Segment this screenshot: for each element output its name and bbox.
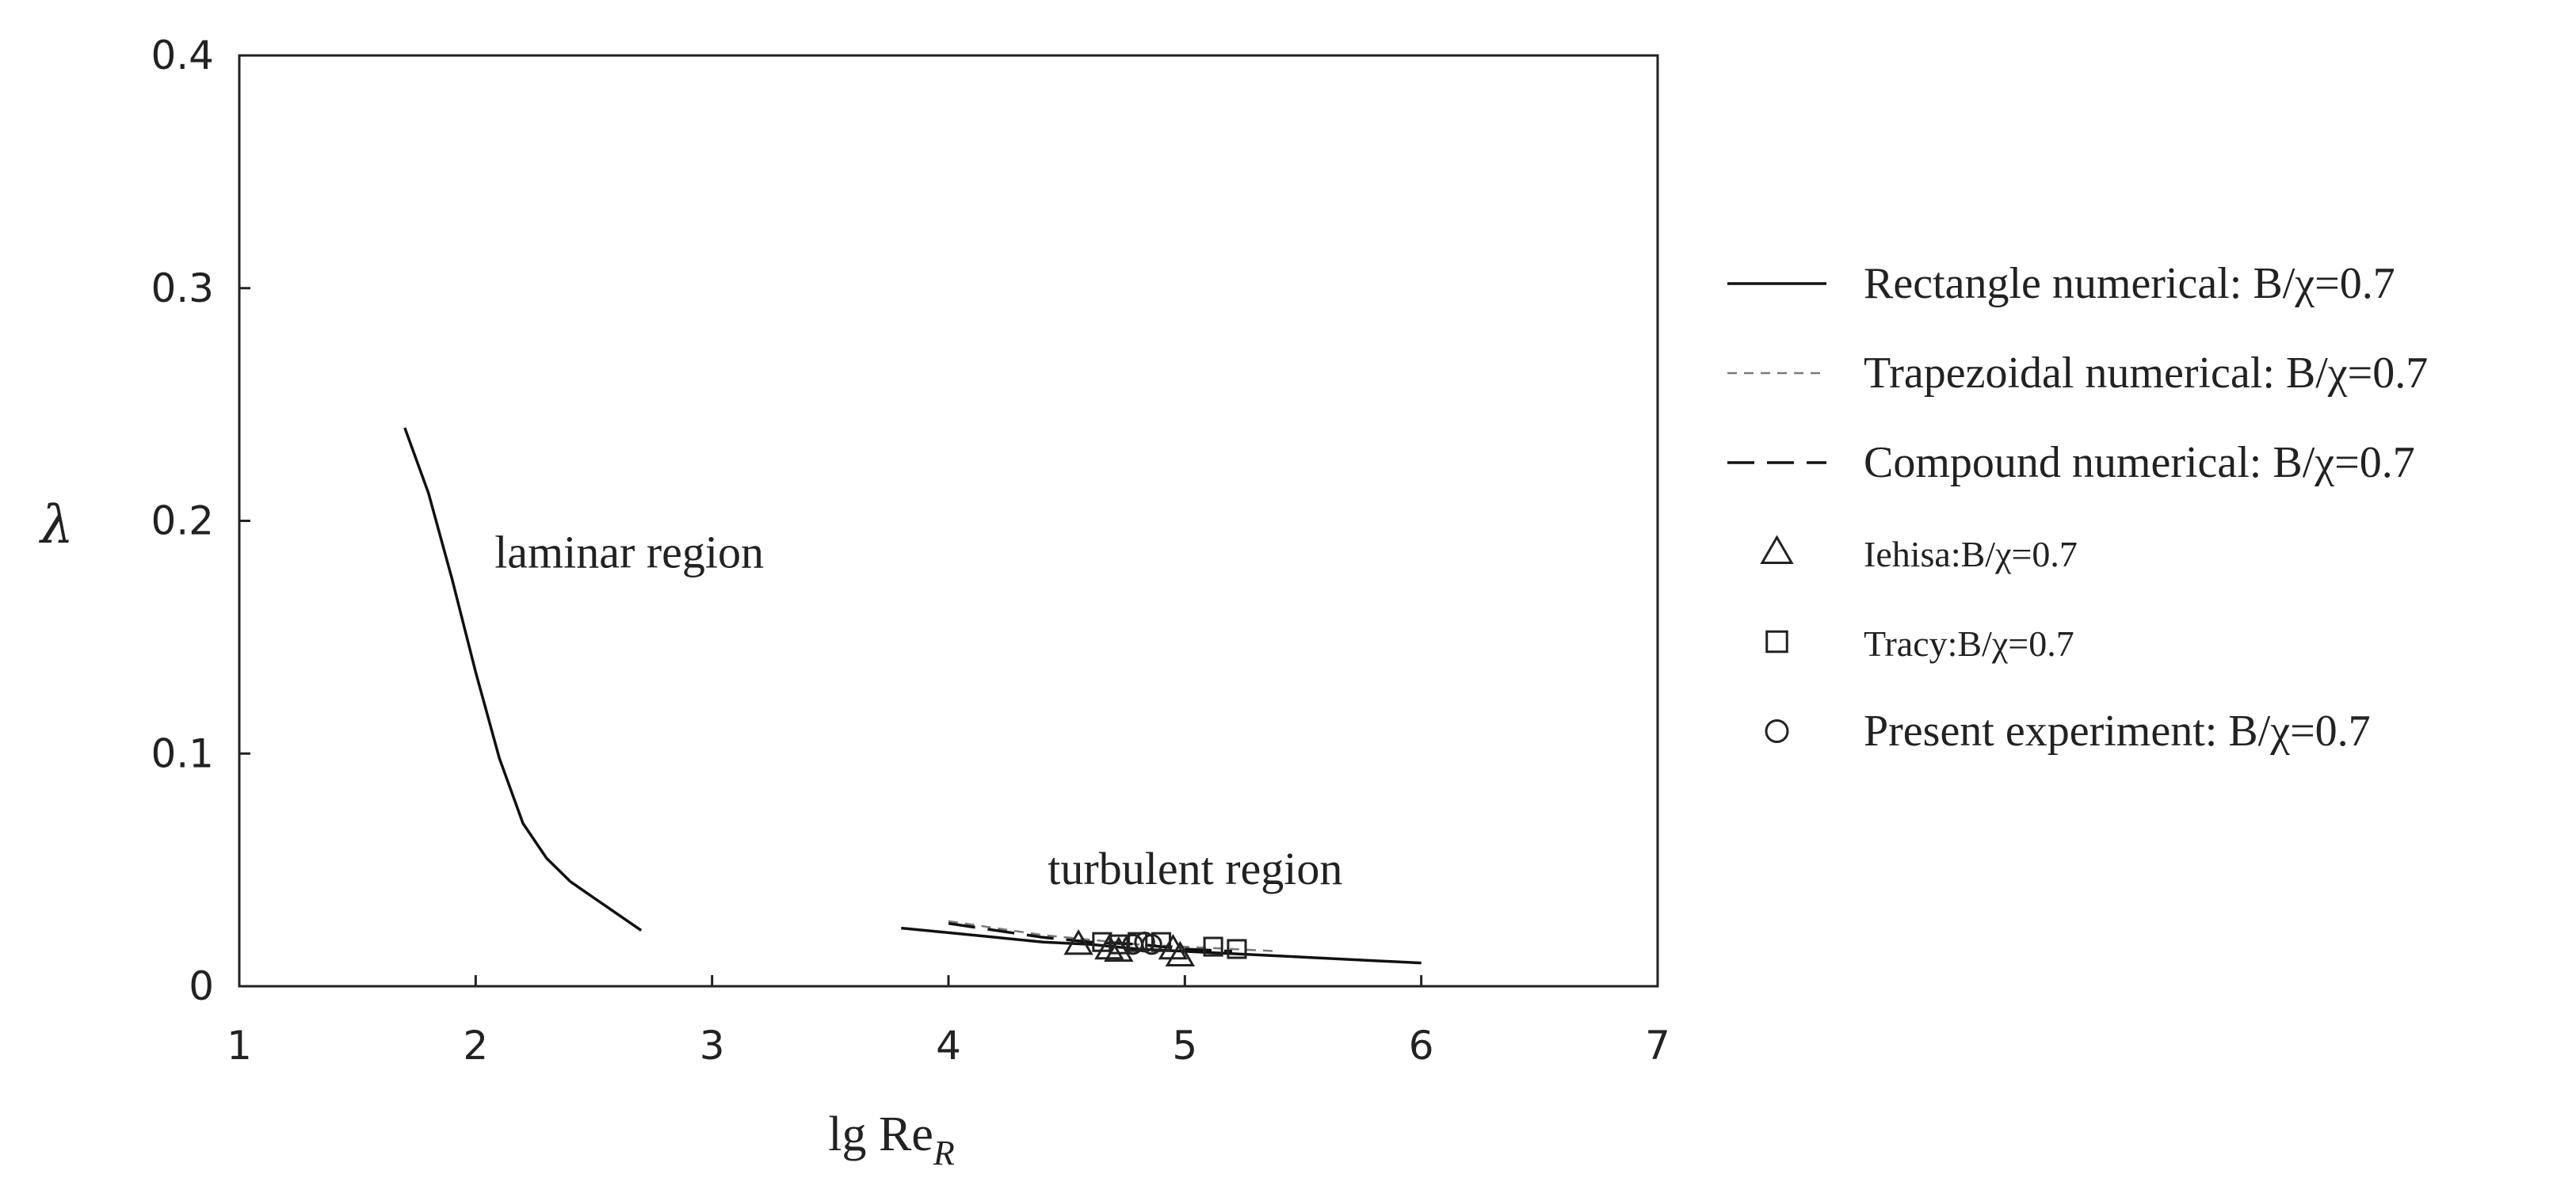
y-tick-label: 0.4 xyxy=(151,32,214,78)
data-point xyxy=(1227,939,1247,959)
legend: Rectangle numerical: B/χ=0.7 Trapezoidal … xyxy=(1727,259,2428,756)
x-tick-label: 7 xyxy=(1645,1023,1670,1069)
x-tick-label: 6 xyxy=(1409,1023,1434,1069)
x-tick-label: 1 xyxy=(227,1023,252,1069)
legend-item: Rectangle numerical: B/χ=0.7 xyxy=(1727,259,2395,308)
y-tick-label: 0.2 xyxy=(151,498,214,544)
legend-item: Iehisa:B/χ=0.7 xyxy=(1760,534,2078,574)
plot-frame xyxy=(238,54,1659,988)
x-axis-title-subscript: R xyxy=(933,1134,955,1172)
y-tick-label: 0.1 xyxy=(151,730,214,776)
data-point xyxy=(1158,933,1189,960)
data-point xyxy=(1151,932,1172,952)
data-point xyxy=(1063,929,1093,955)
data-point xyxy=(1094,933,1124,960)
x-tick-label: 2 xyxy=(463,1023,488,1069)
y-axis-title: λ xyxy=(38,494,74,555)
annotations: laminar region turbulent region xyxy=(494,526,1342,894)
legend-label: Trapezoidal numerical: B/χ=0.7 xyxy=(1864,349,2428,398)
legend-item: Trapezoidal numerical: B/χ=0.7 xyxy=(1727,349,2428,398)
y-tick-label: 0.3 xyxy=(151,265,214,311)
data-point xyxy=(1203,936,1223,957)
legend-label: Present experiment: B/χ=0.7 xyxy=(1864,707,2371,756)
annotation-text: turbulent region xyxy=(1048,843,1342,894)
legend-label: Iehisa:B/χ=0.7 xyxy=(1864,534,2078,574)
legend-label: Tracy:B/χ=0.7 xyxy=(1864,623,2074,664)
series-markers xyxy=(1122,931,1162,955)
x-tick-label: 3 xyxy=(700,1023,725,1069)
legend-marker xyxy=(1765,719,1789,743)
series-line xyxy=(403,427,643,932)
series-markers xyxy=(1063,929,1196,967)
axis-ticks: 1 2 3 4 5 6 7 0 0.1 0.2 0.3 0.4 xyxy=(151,32,1670,1069)
legend-item: Compound numerical: B/χ=0.7 xyxy=(1727,438,2415,487)
data-point xyxy=(1109,934,1129,955)
series-markers xyxy=(1092,932,1247,959)
legend-item: Tracy:B/χ=0.7 xyxy=(1765,623,2074,664)
legend-label: Rectangle numerical: B/χ=0.7 xyxy=(1864,259,2395,308)
data-point xyxy=(1165,940,1196,967)
annotation-text: laminar region xyxy=(494,526,764,577)
series-layer xyxy=(403,427,1422,967)
legend-label: Compound numerical: B/χ=0.7 xyxy=(1864,438,2415,487)
x-axis-title: lg ReR xyxy=(828,1107,955,1172)
x-tick-label: 4 xyxy=(936,1023,961,1069)
data-point xyxy=(1128,932,1148,952)
legend-marker xyxy=(1765,630,1788,654)
x-axis-title-main: lg Re xyxy=(828,1107,933,1161)
x-tick-label: 5 xyxy=(1172,1023,1197,1069)
y-tick-label: 0 xyxy=(189,963,214,1009)
legend-item: Present experiment: B/χ=0.7 xyxy=(1765,707,2371,756)
data-point xyxy=(1141,933,1162,955)
legend-marker xyxy=(1760,535,1794,564)
